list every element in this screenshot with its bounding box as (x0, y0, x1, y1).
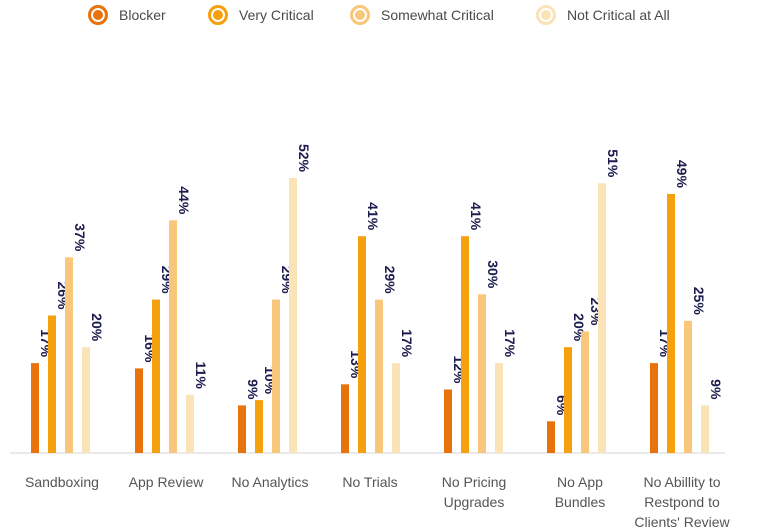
bar (255, 400, 263, 453)
bar (650, 363, 658, 453)
category-label: No Analytics (231, 474, 308, 490)
category-label: No Pricing (442, 474, 507, 490)
bar (31, 363, 39, 453)
bar (667, 193, 675, 453)
data-label: 44% (176, 186, 192, 215)
legend-label: Not Critical at All (567, 7, 670, 23)
bar (152, 299, 160, 453)
bar (684, 320, 692, 453)
bar (495, 363, 503, 453)
bar (169, 220, 177, 453)
legend-label: Very Critical (239, 7, 314, 23)
bar (444, 389, 452, 453)
data-label: 11% (193, 362, 209, 390)
legend-item[interactable]: Very Critical (208, 5, 314, 25)
bar (581, 331, 589, 453)
category-label: Upgrades (444, 494, 505, 510)
bar (48, 315, 56, 453)
data-label: 49% (674, 160, 690, 189)
category-label: No Trials (342, 474, 397, 490)
legend-label: Blocker (119, 7, 166, 23)
data-label: 37% (72, 223, 88, 252)
bar (392, 363, 400, 453)
bar (358, 236, 366, 453)
data-label: 29% (382, 266, 398, 295)
data-label: 51% (605, 149, 621, 178)
category-label: No App (557, 474, 603, 490)
legend-item[interactable]: Not Critical at All (536, 5, 670, 25)
category-label: Sandboxing (25, 474, 99, 490)
legend-swatch-icon (208, 5, 228, 25)
bar (461, 236, 469, 453)
bar (341, 384, 349, 454)
legend-swatch-icon (88, 5, 108, 25)
bar (65, 257, 73, 453)
category-label: No Abillity to (643, 474, 720, 490)
bar (82, 347, 90, 453)
bar (135, 368, 143, 453)
legend-swatch-icon (350, 5, 370, 25)
data-label: 41% (468, 202, 484, 231)
bar (186, 394, 194, 453)
data-label: 30% (485, 260, 501, 289)
data-label: 9% (708, 379, 724, 400)
category-label: Bundles (555, 494, 606, 510)
bar (375, 299, 383, 453)
bar (289, 178, 297, 453)
data-label: 41% (365, 202, 381, 231)
data-label: 17% (502, 329, 518, 358)
bar (478, 294, 486, 453)
category-label: Clients' Review (634, 514, 730, 530)
bar (238, 405, 246, 453)
data-label: 9% (245, 379, 261, 400)
bar (272, 299, 280, 453)
legend-swatch-icon (536, 5, 556, 25)
data-label: 17% (399, 329, 415, 358)
legend-item[interactable]: Somewhat Critical (350, 5, 494, 25)
category-label: App Review (129, 474, 205, 490)
bar (598, 183, 606, 454)
data-label: 52% (296, 144, 312, 173)
bar (701, 405, 709, 453)
bar (547, 421, 555, 453)
data-label: 20% (89, 313, 105, 342)
legend-item[interactable]: Blocker (88, 5, 166, 25)
category-label: Restpond to (644, 494, 720, 510)
chart-legend: Blocker Very Critical Somewhat Critical Not… (0, 0, 760, 34)
data-label: 25% (691, 287, 707, 316)
bar (564, 347, 572, 453)
legend-label: Somewhat Critical (381, 7, 494, 23)
